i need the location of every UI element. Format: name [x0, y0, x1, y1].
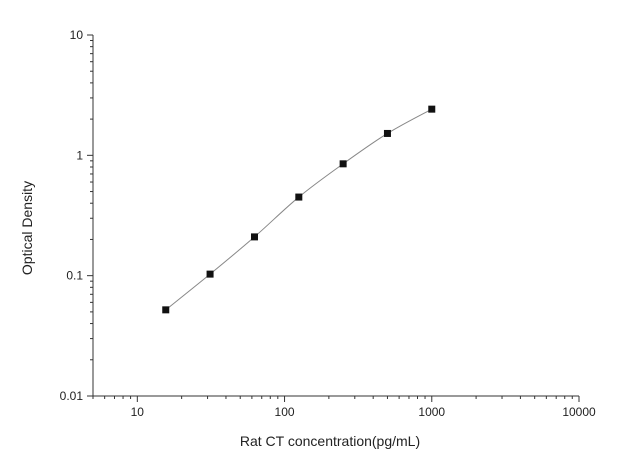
- y-axis-title: Optical Density: [19, 181, 35, 275]
- data-point: [295, 193, 303, 201]
- y-tick-label: 10: [70, 28, 84, 42]
- data-point: [383, 129, 391, 137]
- x-tick-label: 100: [275, 405, 295, 419]
- axes: [92, 35, 579, 397]
- ticks: 10 100 1000 10000 0.01 0.1 1 10: [60, 28, 596, 419]
- x-axis-title: Rat CT concentration(pg/mL): [240, 433, 420, 449]
- x-tick-label: 10000: [562, 405, 596, 419]
- x-tick-label: 10: [131, 405, 145, 419]
- data-point: [428, 105, 436, 113]
- y-tick-label: 0.1: [66, 269, 83, 283]
- data-point: [250, 233, 258, 241]
- fit-curve: [165, 108, 433, 311]
- y-tick-label: 1: [76, 148, 83, 162]
- data-point: [162, 306, 170, 314]
- y-tick-label: 0.01: [60, 389, 84, 403]
- data-point: [206, 270, 214, 278]
- x-tick-label: 1000: [418, 405, 445, 419]
- data-points: [162, 105, 436, 314]
- fit-curve-group: [165, 108, 433, 311]
- data-point: [339, 160, 347, 168]
